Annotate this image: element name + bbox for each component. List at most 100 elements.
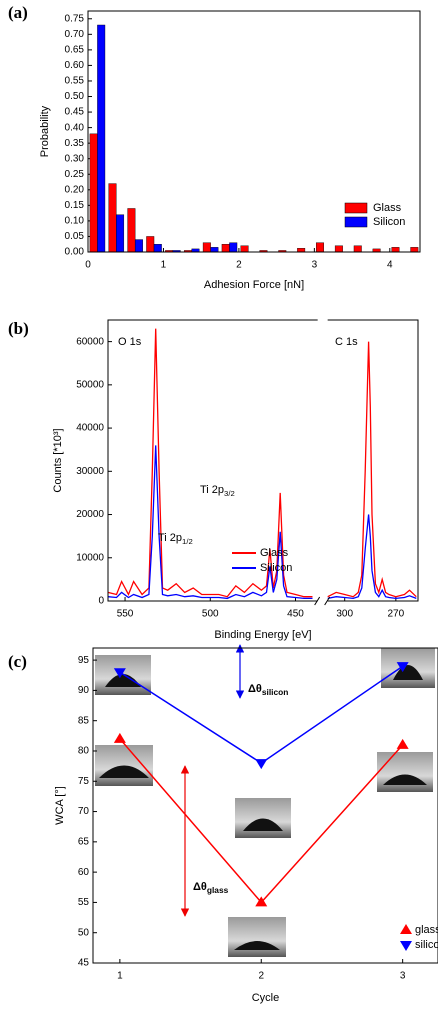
y-tick-label: 50 (78, 927, 90, 938)
panel-label: (b) (8, 319, 29, 338)
x-tick-label: 2 (258, 971, 264, 982)
bar (316, 242, 324, 253)
y-tick-label: 90 (78, 685, 90, 696)
bar (146, 236, 155, 253)
y-tick-label: 10000 (76, 552, 104, 563)
x-axis-label: Adhesion Force [nN] (204, 279, 304, 291)
droplet-images (95, 648, 435, 957)
annotation: Ti 2p1/2 (158, 532, 193, 546)
annotation-text: Δθ (193, 881, 207, 893)
y-tick-label: 60000 (76, 336, 104, 347)
x-tick-label: 1 (161, 260, 167, 271)
annotation-sub: 1/2 (182, 537, 193, 546)
point (255, 759, 268, 770)
bar (153, 244, 162, 253)
y-tick-label: 0.55 (65, 76, 85, 87)
annotation-text: Ti 2p (200, 484, 224, 496)
bar (391, 247, 400, 253)
x-tick-label: 270 (387, 609, 404, 620)
bar (240, 245, 249, 253)
y-tick-label: 0 (98, 596, 104, 607)
x-tick-label: 300 (336, 609, 353, 620)
annotation-text: Ti 2p (158, 532, 182, 544)
y-tick-label: 0.40 (65, 122, 85, 133)
bar (221, 244, 230, 253)
series-line (107, 328, 417, 598)
bar (89, 133, 98, 253)
panel-label: (a) (8, 3, 28, 22)
bar (116, 214, 125, 253)
point (396, 738, 409, 749)
y-tick-label: 75 (78, 776, 90, 787)
y-axis-label: WCA [°] (54, 786, 66, 825)
point (113, 668, 126, 679)
y-tick-label: 40000 (76, 423, 104, 434)
x-tick-label: 3 (312, 260, 318, 271)
x-axis-label: Binding Energy [eV] (214, 629, 311, 641)
bar (210, 247, 219, 253)
y-tick-label: 0.15 (65, 200, 85, 211)
annotation: O 1s (118, 336, 142, 348)
series-line (119, 665, 404, 765)
bar (127, 208, 136, 253)
point (255, 896, 268, 907)
bar (229, 242, 238, 253)
y-tick-label: 30000 (76, 466, 104, 477)
y-tick-label: 0.70 (65, 29, 85, 40)
annotation: Δθsilicon (248, 683, 288, 697)
y-tick-label: 70 (78, 806, 90, 817)
y-axis-label: Probability (39, 105, 51, 157)
y-tick-label: 95 (78, 655, 90, 666)
x-tick-label: 2 (236, 260, 242, 271)
y-tick-label: 0.50 (65, 91, 85, 102)
bar (108, 183, 117, 253)
annotation: C 1s (335, 336, 358, 348)
bar (334, 245, 343, 253)
x-tick-label: 500 (202, 609, 219, 620)
legend-swatch (344, 216, 368, 228)
annotation: Δθglass (193, 881, 229, 895)
bar (297, 248, 306, 253)
x-tick-label: 1 (117, 971, 123, 982)
y-tick-label: 0.65 (65, 45, 85, 56)
y-tick-label: 0.75 (65, 13, 85, 24)
y-tick-label: 0.05 (65, 231, 85, 242)
y-tick-label: 0.35 (65, 138, 85, 149)
x-tick-label: 550 (117, 609, 134, 620)
y-tick-label: 0.30 (65, 153, 85, 164)
legend-label: glass (415, 924, 438, 936)
y-tick-label: 45 (78, 958, 90, 969)
axis-break (314, 596, 331, 606)
point (396, 662, 409, 673)
y-tick-label: 20000 (76, 509, 104, 520)
legend-label: Silicon (260, 562, 292, 574)
y-tick-label: 55 (78, 897, 90, 908)
x-tick-label: 450 (287, 609, 304, 620)
annotation-text: Δθ (248, 683, 262, 695)
legend-label: Glass (373, 202, 402, 214)
legend-label: silicon (415, 939, 438, 951)
legend-marker (400, 924, 412, 934)
x-tick-label: 4 (387, 260, 393, 271)
legend-label: Silicon (373, 216, 405, 228)
y-tick-label: 0.00 (65, 247, 85, 258)
x-tick-label: 3 (400, 971, 406, 982)
bar (202, 242, 211, 253)
bar (353, 245, 362, 253)
annotation-text: O 1s (118, 336, 142, 348)
y-tick-label: 0.10 (65, 216, 85, 227)
point (113, 732, 126, 743)
annotation: Ti 2p3/2 (200, 484, 235, 498)
legend-swatch (344, 202, 368, 214)
legend-label: Glass (260, 547, 289, 559)
y-tick-label: 0.20 (65, 184, 85, 195)
y-tick-label: 80 (78, 746, 90, 757)
y-tick-label: 85 (78, 715, 90, 726)
x-tick-label: 0 (85, 260, 91, 271)
annotation-sub: silicon (262, 687, 289, 697)
bar (410, 247, 419, 253)
series-line (107, 445, 417, 600)
annotation-sub: 3/2 (224, 489, 235, 498)
y-tick-label: 60 (78, 867, 90, 878)
